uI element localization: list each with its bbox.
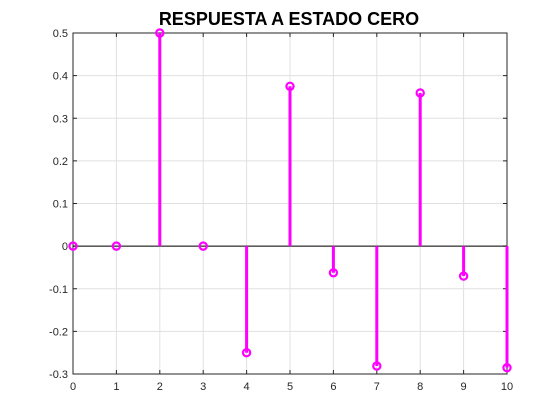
- stem-marker: [198, 241, 208, 251]
- y-tick-label: -0.2: [49, 326, 68, 338]
- x-tick-label: 2: [157, 381, 163, 393]
- stem-marker: [155, 28, 165, 38]
- x-tick-label: 5: [287, 381, 293, 393]
- y-tick-label: -0.1: [49, 284, 68, 296]
- y-tick-label: 0.3: [53, 113, 68, 125]
- stem-marker: [372, 361, 382, 371]
- y-tick-label: 0.5: [53, 28, 68, 40]
- y-tick-label: 0.2: [53, 156, 68, 168]
- y-tick-labels: -0.3 -0.2 -0.1 0 0.1 0.2 0.3 0.4 0.5: [49, 28, 68, 381]
- axes: [72, 32, 508, 375]
- x-tick-label: 4: [244, 381, 250, 393]
- y-tick-label: 0: [62, 241, 68, 253]
- y-tick-label: 0.1: [53, 199, 68, 211]
- chart-title: RESPUESTA A ESTADO CERO: [159, 9, 419, 29]
- x-tick-label: 6: [330, 381, 336, 393]
- x-tick-label: 7: [374, 381, 380, 393]
- plot-frame: [72, 32, 508, 375]
- stems: [68, 28, 512, 373]
- stem-marker: [111, 241, 122, 251]
- x-tick-label: 9: [461, 381, 467, 393]
- stem-marker: [241, 347, 252, 358]
- stem-marker: [415, 88, 425, 98]
- stem-marker: [328, 268, 339, 278]
- y-tick-label: 0.4: [53, 71, 68, 83]
- stem-marker: [502, 362, 512, 373]
- x-tick-label: 8: [417, 381, 423, 393]
- stem-marker: [68, 241, 78, 251]
- x-tick-label: 1: [113, 381, 119, 393]
- x-tick-label: 0: [70, 381, 76, 393]
- x-tick-labels: 0 1 2 3 4 5 6 7 8 9 10: [70, 381, 513, 393]
- x-tick-label: 10: [501, 381, 513, 393]
- y-tick-label: -0.3: [49, 369, 68, 381]
- stem-marker: [285, 81, 295, 91]
- stem-marker: [458, 271, 469, 281]
- x-tick-label: 3: [200, 381, 206, 393]
